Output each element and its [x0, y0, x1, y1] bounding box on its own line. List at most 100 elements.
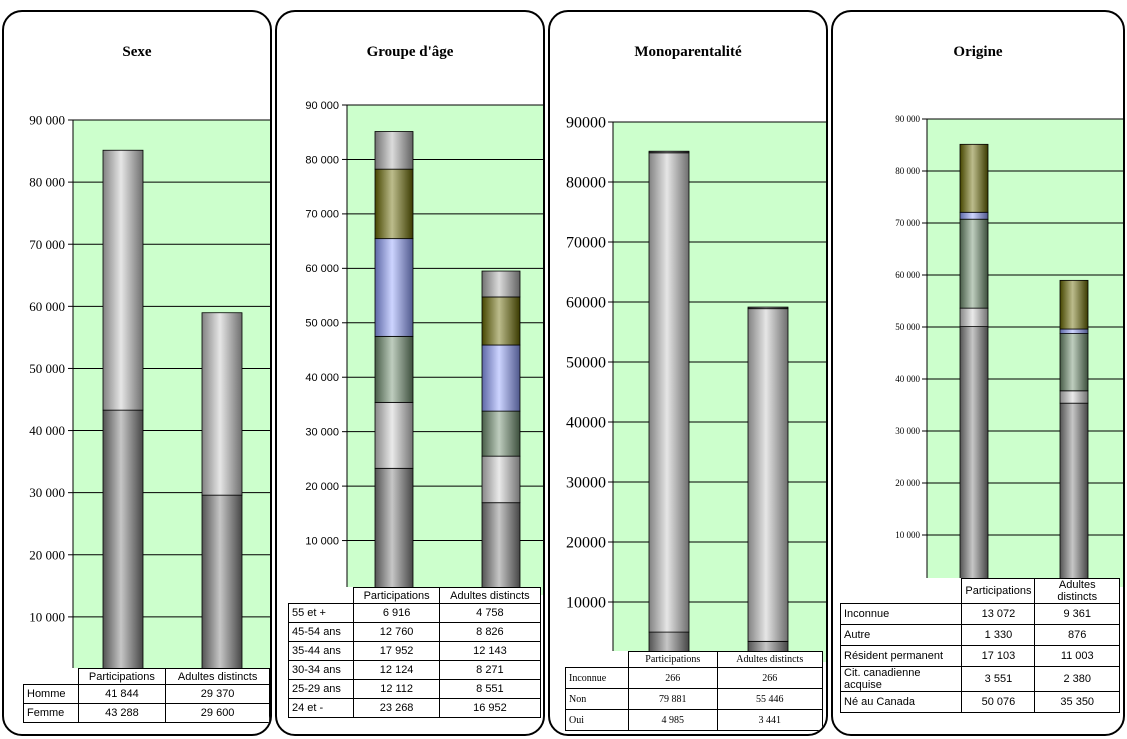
y-tick-label: 10000: [566, 595, 606, 612]
bar-segment: [959, 218, 989, 309]
y-tick-label: 40 000: [895, 374, 920, 384]
table-corner-cell: [23, 668, 79, 685]
y-tick-label: 70 000: [29, 237, 65, 252]
table-corner-cell: [840, 578, 963, 604]
table-row: Autre 1 330 876: [839, 624, 1120, 646]
table-row: Inconnue 13 072 9 361: [839, 603, 1120, 625]
data-label: 266: [716, 667, 823, 689]
data-table-groupe-age: Participations Adultes distincts 55 et +6 …: [287, 587, 542, 718]
data-label: 13 072: [961, 603, 1036, 625]
y-tick-label: 60 000: [305, 263, 339, 275]
y-tick-label: 10 000: [305, 535, 339, 547]
data-label: 29 600: [165, 703, 270, 723]
y-tick-label: 80 000: [29, 175, 65, 190]
bar-segment: [959, 143, 989, 213]
y-tick-label: 80000: [566, 175, 606, 192]
y-tick-label: 60 000: [29, 299, 65, 314]
table-row: 35-44 ans 17 952 12 143: [287, 641, 542, 661]
data-label: 266: [628, 667, 718, 689]
data-label: 6 916: [353, 603, 440, 623]
table-header-row: Participations Adultes distincts: [288, 587, 542, 604]
table-header-row: Participations Adultes distincts: [23, 668, 270, 685]
chart-title: Groupe d'âge: [366, 44, 454, 60]
series-label: Cit. canadienne acquise: [839, 666, 963, 692]
y-tick-label: 60000: [566, 295, 606, 312]
data-label: 9 361: [1034, 603, 1120, 625]
y-tick-label: 50 000: [305, 318, 339, 330]
bar-segment: [1059, 390, 1089, 404]
bar-segment: [481, 296, 521, 346]
y-tick-label: 30000: [566, 475, 606, 492]
y-tick-label: 20 000: [895, 478, 920, 488]
y-tick-label: 90 000: [29, 113, 65, 128]
data-label: 8 826: [438, 622, 542, 642]
y-tick-label: 20000: [566, 535, 606, 552]
bar-segment: [1059, 328, 1089, 334]
y-tick-label: 60 000: [895, 270, 920, 280]
series-label: 35-44 ans: [287, 641, 355, 661]
data-label: 41 844: [77, 684, 167, 704]
bar-segment: [747, 306, 789, 310]
category-header: Adultes distincts: [165, 668, 270, 685]
data-label: 8 271: [438, 660, 542, 680]
series-label: 25-29 ans: [287, 679, 355, 699]
bar-segment: [374, 168, 414, 240]
chart-title: Origine: [953, 44, 1003, 60]
series-label: Oui: [564, 709, 630, 731]
y-tick-label: 70000: [566, 235, 606, 252]
series-label: Femme: [23, 703, 79, 723]
y-tick-label: 30 000: [305, 427, 339, 439]
y-tick-label: 80 000: [895, 166, 920, 176]
bar-segment: [374, 238, 414, 337]
bar-segment: [481, 344, 521, 412]
data-table-sexe: Participations Adultes distincts Homme 41 8…: [23, 668, 270, 723]
bar-segment: [1059, 402, 1089, 588]
table-row: 30-34 ans 12 124 8 271: [287, 660, 542, 680]
table-row: 45-54 ans 12 760 8 826: [287, 622, 542, 642]
category-header: Adultes distincts: [716, 651, 823, 668]
y-tick-label: 30 000: [29, 485, 65, 500]
y-tick-label: 90 000: [895, 114, 920, 124]
category-header: Participations: [77, 668, 167, 685]
bar-segment: [481, 410, 521, 457]
bar-segment: [374, 401, 414, 469]
data-label: 11 003: [1034, 645, 1120, 667]
data-label: 23 268: [353, 698, 440, 718]
data-label: 2 380: [1034, 666, 1120, 692]
table-row: Non 79 881 55 446: [564, 688, 823, 710]
bar-segment: [1059, 333, 1089, 392]
bar-segment: [481, 502, 521, 596]
data-label: 12 760: [353, 622, 440, 642]
bar-segment: [481, 270, 521, 298]
chart-title: Sexe: [122, 44, 152, 60]
category-header: Adultes distincts: [438, 587, 542, 604]
category-header: Adultes distincts: [1034, 578, 1120, 604]
data-label: 17 952: [353, 641, 440, 661]
category-header: Participations: [353, 587, 440, 604]
series-label: 24 et -: [287, 698, 355, 718]
table-row: Oui 4 985 3 441: [564, 709, 823, 731]
y-tick-label: 40000: [566, 415, 606, 432]
series-label: Né au Canada: [839, 691, 963, 713]
y-tick-label: 50 000: [895, 322, 920, 332]
series-label: Autre: [839, 624, 963, 646]
y-tick-label: 70 000: [895, 218, 920, 228]
data-label: 16 952: [438, 698, 542, 718]
bar-segment: [374, 131, 414, 170]
series-label: Inconnue: [564, 667, 630, 689]
data-label: 17 103: [961, 645, 1036, 667]
bar-segment: [374, 335, 414, 403]
data-label: 29 370: [165, 684, 270, 704]
bar-segment: [201, 494, 243, 680]
y-tick-label: 40 000: [305, 372, 339, 384]
series-label: Inconnue: [839, 603, 963, 625]
category-header: Participations: [961, 578, 1036, 604]
bar-segment: [102, 409, 144, 680]
data-label: 12 124: [353, 660, 440, 680]
table-row: 25-29 ans 12 112 8 551: [287, 679, 542, 699]
data-label: 50 076: [961, 691, 1036, 713]
